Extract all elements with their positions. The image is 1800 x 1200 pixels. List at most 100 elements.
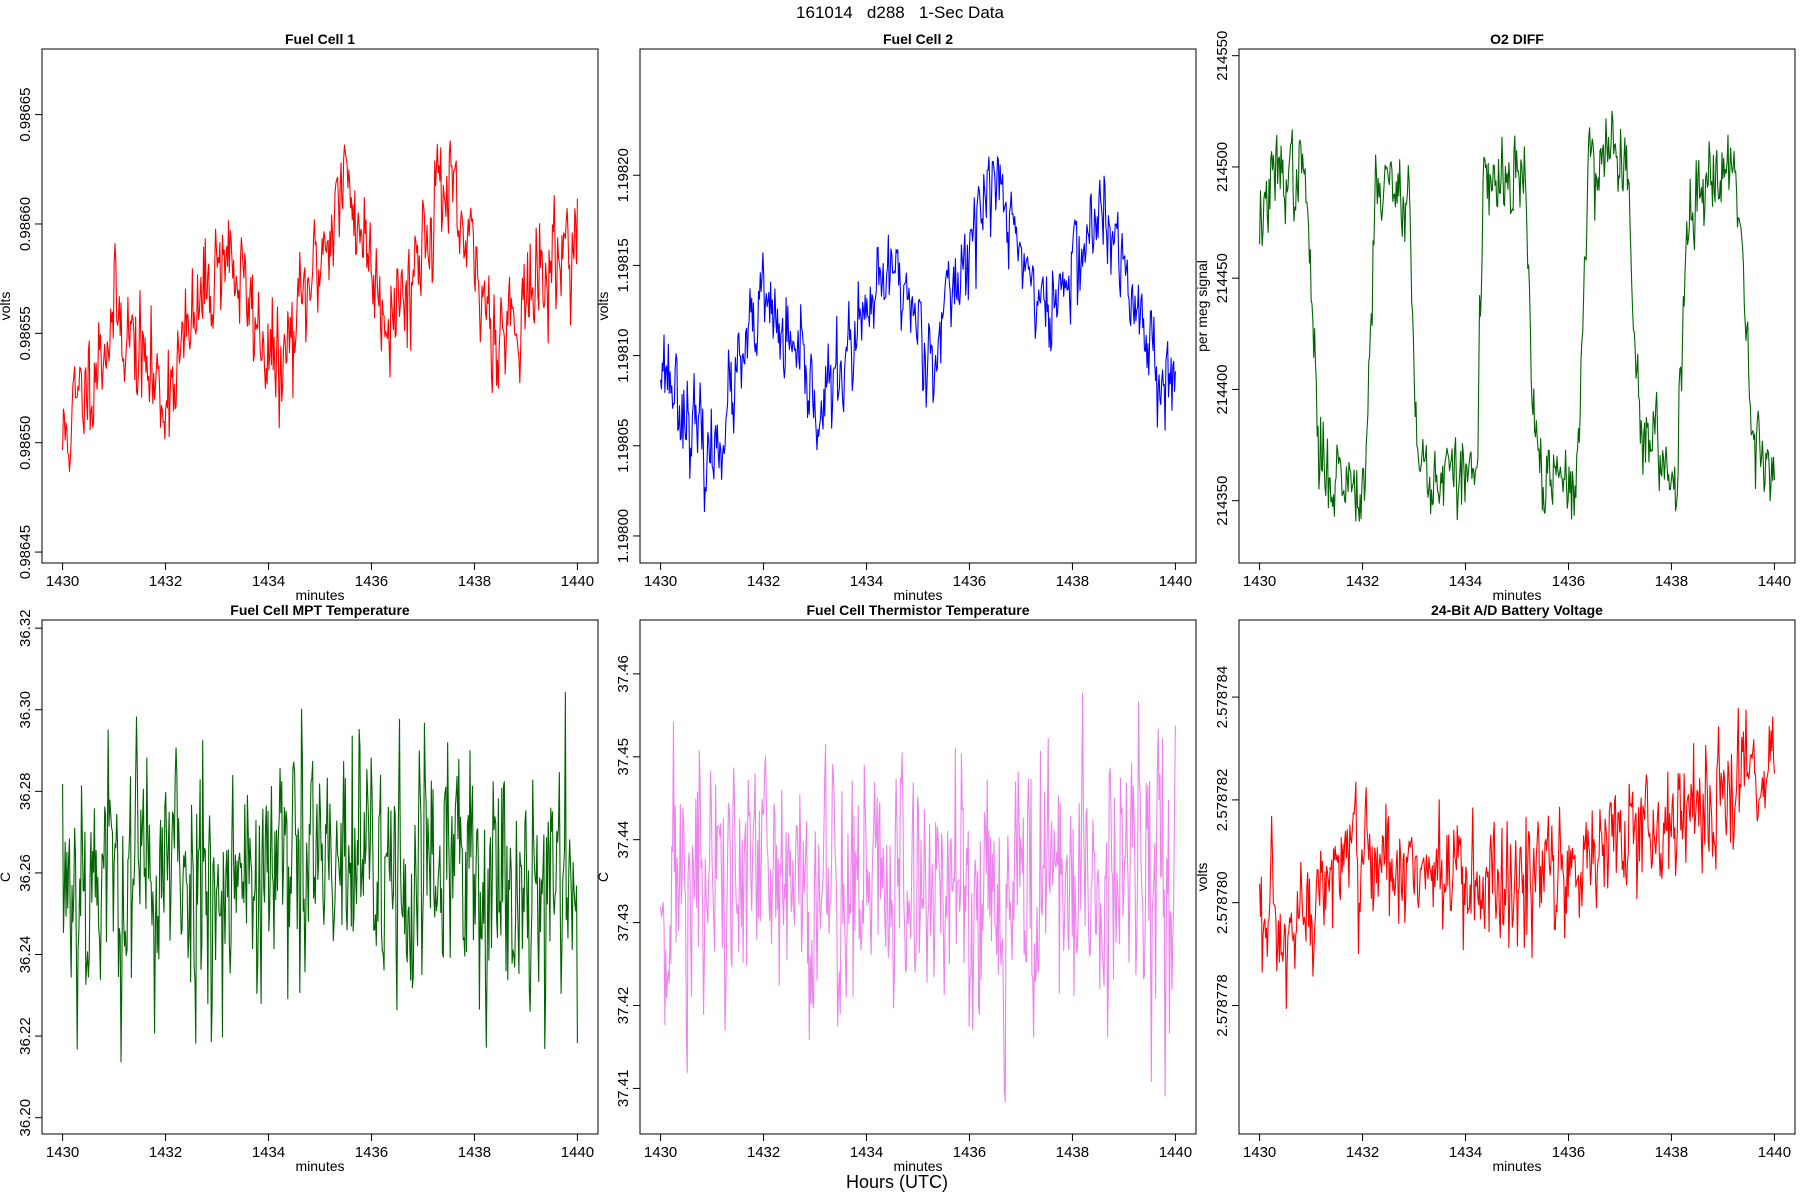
- y-tick-label: 2.578784: [1214, 666, 1231, 729]
- x-tick-label: 1430: [46, 1144, 79, 1161]
- y-tick-label: 0.98665: [17, 87, 34, 141]
- x-tick-label: 1432: [149, 573, 182, 590]
- plot-frame: [639, 48, 1197, 564]
- plot-frame: [1238, 48, 1796, 564]
- panel-2: Fuel Cell 2 1430 1432 1434 1436 1438 1440 1.198…: [595, 31, 1197, 603]
- y-tick-label: 37.46: [615, 655, 632, 693]
- y-tick-label: 0.98650: [17, 416, 34, 470]
- series-line: [62, 140, 578, 472]
- y-tick-label: 2.578778: [1214, 974, 1231, 1037]
- x-tick-label: 1430: [1243, 1144, 1276, 1161]
- y-axis-label: volts: [595, 292, 611, 321]
- y-tick-label: 214350: [1214, 476, 1231, 526]
- plot-frame: [41, 48, 599, 564]
- y-tick-label: 36.26: [17, 854, 34, 892]
- panel-1: Fuel Cell 1 1430 1432 1434 1436 1438 1440 0.986…: [0, 31, 599, 603]
- y-axis-label: C: [595, 872, 611, 882]
- y-tick-label: 37.41: [615, 1070, 632, 1108]
- panel-4: Fuel Cell MPT Temperature 1430 1432 1434 143…: [0, 602, 599, 1174]
- x-tick-label: 1434: [1449, 1144, 1482, 1161]
- x-tick-label: 1440: [1758, 1144, 1791, 1161]
- x-tick-label: 1434: [252, 1144, 285, 1161]
- y-tick-label: 37.42: [615, 987, 632, 1025]
- x-tick-label: 1436: [953, 1144, 986, 1161]
- x-tick-label: 1430: [644, 573, 677, 590]
- y-tick-label: 36.30: [17, 691, 34, 729]
- panel-3: O2 DIFF 1430 1432 1434 1436 1438 1440 214350 214…: [1194, 31, 1796, 603]
- y-tick-label: 36.22: [17, 1017, 34, 1055]
- x-tick-label: 1440: [1758, 573, 1791, 590]
- x-tick-label: 1430: [46, 573, 79, 590]
- panel-title: 24-Bit A/D Battery Voltage: [1431, 602, 1603, 618]
- y-tick-label: 214400: [1214, 364, 1231, 414]
- y-tick-label: 36.24: [17, 936, 34, 974]
- series-line: [1259, 110, 1775, 522]
- panel-title: Fuel Cell Thermistor Temperature: [806, 602, 1029, 618]
- x-tick-label: 1432: [1346, 1144, 1379, 1161]
- series-line: [62, 691, 578, 1063]
- y-axis-label: volts: [1194, 863, 1210, 892]
- panel-title: Fuel Cell 2: [883, 31, 953, 47]
- x-tick-label: 1436: [1552, 573, 1585, 590]
- x-tick-label: 1436: [355, 573, 388, 590]
- series-line: [660, 156, 1176, 513]
- x-tick-label: 1440: [561, 573, 594, 590]
- panel-title: Fuel Cell MPT Temperature: [230, 602, 410, 618]
- y-tick-label: 0.98655: [17, 306, 34, 360]
- x-axis-label: minutes: [295, 1158, 344, 1174]
- x-tick-label: 1434: [850, 573, 883, 590]
- x-tick-label: 1438: [458, 1144, 491, 1161]
- y-tick-label: 0.98660: [17, 197, 34, 251]
- x-axis-label: minutes: [893, 1158, 942, 1174]
- x-axis-label: minutes: [1492, 587, 1541, 603]
- y-axis-label: C: [0, 872, 13, 882]
- panel-title: O2 DIFF: [1490, 31, 1544, 47]
- x-axis-label: minutes: [295, 587, 344, 603]
- x-tick-label: 1430: [1243, 573, 1276, 590]
- y-tick-label: 1.19820: [615, 148, 632, 202]
- panel-5: Fuel Cell Thermistor Temperature 1430 1432…: [595, 602, 1197, 1174]
- y-tick-label: 1.19815: [615, 238, 632, 292]
- y-tick-label: 1.19810: [615, 328, 632, 382]
- figure-xlabel: Hours (UTC): [846, 1172, 948, 1192]
- y-tick-label: 214500: [1214, 142, 1231, 192]
- x-tick-label: 1432: [1346, 573, 1379, 590]
- x-tick-label: 1434: [850, 1144, 883, 1161]
- y-tick-label: 2.578780: [1214, 871, 1231, 934]
- x-tick-label: 1432: [747, 1144, 780, 1161]
- x-tick-label: 1440: [1159, 1144, 1192, 1161]
- y-tick-label: 1.19800: [615, 509, 632, 563]
- x-tick-label: 1438: [1655, 1144, 1688, 1161]
- y-axis-label: per meg signal: [1194, 260, 1210, 352]
- x-tick-label: 1440: [561, 1144, 594, 1161]
- y-tick-label: 2.578782: [1214, 769, 1231, 832]
- figure-title: 161014 d288 1-Sec Data: [796, 3, 1004, 22]
- x-tick-label: 1430: [644, 1144, 677, 1161]
- x-tick-label: 1434: [1449, 573, 1482, 590]
- y-tick-label: 214550: [1214, 31, 1231, 81]
- panel-title: Fuel Cell 1: [285, 31, 355, 47]
- y-tick-label: 1.19805: [615, 419, 632, 473]
- x-tick-label: 1438: [458, 573, 491, 590]
- x-tick-label: 1434: [252, 573, 285, 590]
- x-tick-label: 1436: [1552, 1144, 1585, 1161]
- x-tick-label: 1438: [1655, 573, 1688, 590]
- y-axis-label: volts: [0, 292, 13, 321]
- series-line: [660, 692, 1176, 1103]
- x-axis-label: minutes: [893, 587, 942, 603]
- panel-6: 24-Bit A/D Battery Voltage 1430 1432 1434 14…: [1194, 602, 1796, 1174]
- y-tick-label: 37.43: [615, 904, 632, 942]
- x-tick-label: 1432: [149, 1144, 182, 1161]
- x-axis-label: minutes: [1492, 1158, 1541, 1174]
- plot-frame: [1238, 619, 1796, 1135]
- x-tick-label: 1436: [355, 1144, 388, 1161]
- plot-frame: [639, 619, 1197, 1135]
- y-tick-label: 37.44: [615, 821, 632, 859]
- y-tick-label: 36.28: [17, 773, 34, 811]
- y-tick-label: 37.45: [615, 738, 632, 776]
- x-tick-label: 1436: [953, 573, 986, 590]
- x-tick-label: 1438: [1056, 573, 1089, 590]
- plot-frame: [41, 619, 599, 1135]
- y-tick-label: 0.98645: [17, 525, 34, 579]
